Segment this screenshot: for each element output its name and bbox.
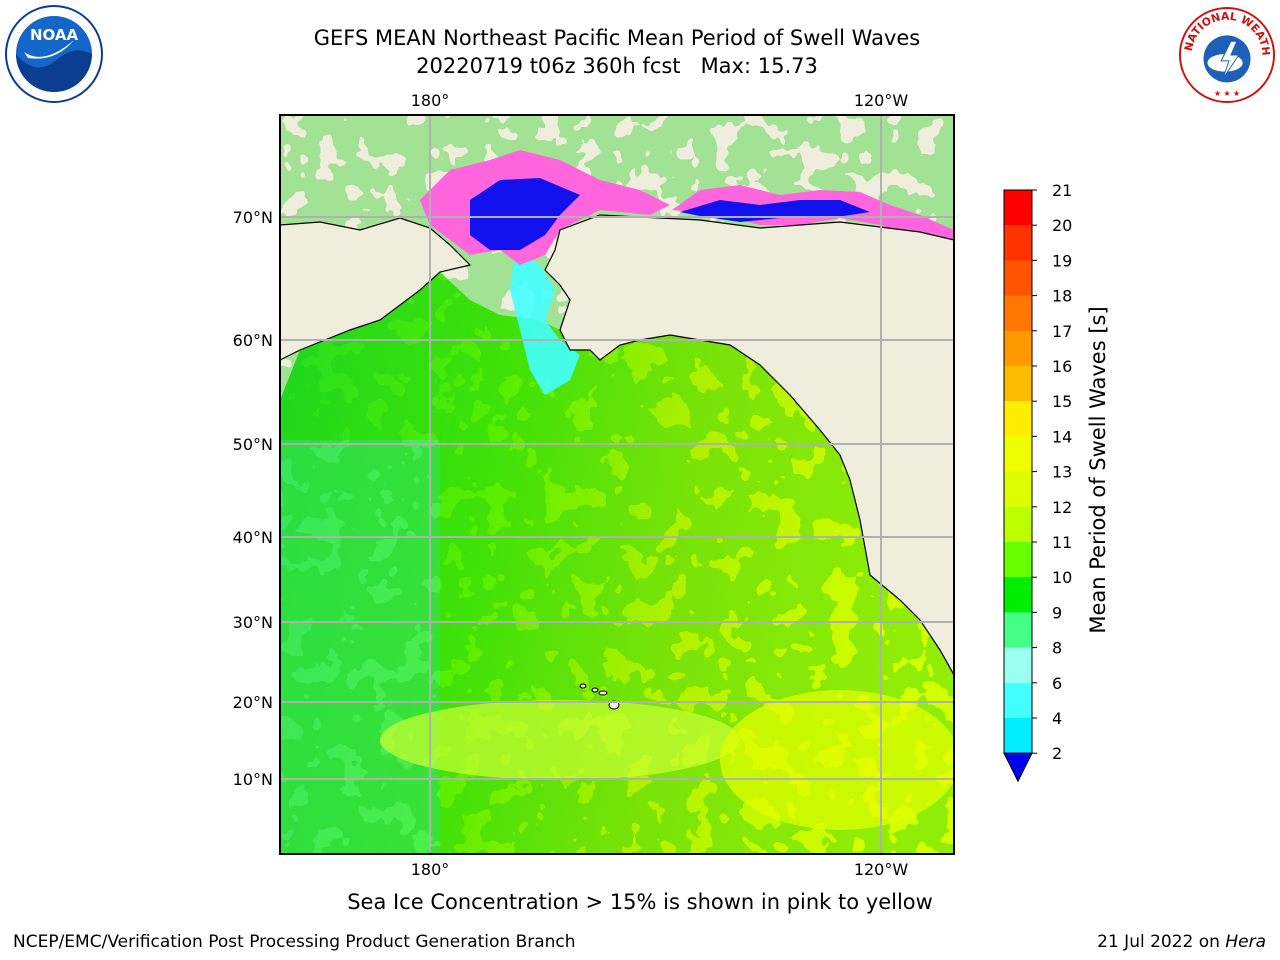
colorbar: 21 20 19 18 17 16 15 14 13 12 11 10 9 8 6 4 2: [1003, 181, 1072, 783]
colorbar-band: [1004, 718, 1032, 754]
top-lon-label-180: 180°: [411, 91, 450, 110]
colorbar-band: [1004, 577, 1032, 613]
long-swell-band: [380, 700, 740, 780]
noaa-logo: NOAA: [5, 5, 103, 103]
colorbar-tick-label: 4: [1052, 709, 1062, 728]
bottom-lon-label-180: 180°: [411, 860, 450, 879]
lat-label-50n: 50°N: [233, 435, 273, 454]
colorbar-band: [1004, 330, 1032, 367]
lat-label-70n: 70°N: [233, 208, 273, 227]
lat-label-30n: 30°N: [233, 613, 273, 632]
map-area: [280, 115, 954, 854]
colorbar-tick-label: 6: [1052, 674, 1062, 693]
colorbar-band: [1004, 436, 1032, 473]
footer-timestamp: 21 Jul 2022 on Hera: [1097, 932, 1266, 952]
chart-title: GEFS MEAN Northeast Pacific Mean Period …: [313, 26, 921, 50]
colorbar-tick-label: 15: [1052, 392, 1072, 411]
footer-credit: NCEP/EMC/Verification Post Processing Pr…: [13, 932, 576, 952]
lat-label-20n: 20°N: [233, 693, 273, 712]
noaa-logo-text: NOAA: [30, 26, 79, 44]
colorbar-band: [1004, 682, 1032, 719]
colorbar-band: [1004, 366, 1032, 402]
colorbar-tick-label: 13: [1052, 463, 1072, 482]
svg-text:★ ★ ★: ★ ★ ★: [1214, 89, 1240, 98]
colorbar-tick-label: 2: [1052, 744, 1062, 763]
bering-short-swell: [510, 250, 580, 395]
colorbar-band: [1004, 260, 1032, 297]
colorbar-tick-label: 10: [1052, 568, 1072, 587]
colorbar-extend-arrow: [1003, 752, 1033, 783]
colorbar-band: [1004, 190, 1032, 226]
colorbar-tick-label: 8: [1052, 639, 1062, 658]
lat-label-40n: 40°N: [233, 528, 273, 547]
colorbar-band: [1004, 647, 1032, 684]
lat-label-60n: 60°N: [233, 331, 273, 350]
colorbar-band: [1004, 401, 1032, 437]
colorbar-tick-label: 17: [1052, 322, 1072, 341]
footer-host: Hera: [1225, 932, 1266, 952]
colorbar-tick-label: 21: [1052, 181, 1072, 200]
colorbar-band: [1004, 506, 1032, 543]
colorbar-tick-label: 16: [1052, 357, 1072, 376]
sea-ice-note: Sea Ice Concentration > 15% is shown in …: [347, 890, 933, 914]
colorbar-band: [1004, 542, 1032, 578]
alaska-land: [544, 214, 954, 677]
colorbar-band: [1004, 471, 1032, 508]
map-gridlines: [280, 115, 954, 854]
colorbar-tick-label: 14: [1052, 427, 1072, 446]
arctic-open-water-blue: [470, 178, 580, 250]
colorbar-tick-label: 12: [1052, 498, 1072, 517]
siberia-land: [280, 217, 472, 361]
colorbar-tick-label: 11: [1052, 533, 1072, 552]
bottom-lon-label-120w: 120°W: [854, 860, 909, 879]
colorbar-band: [1004, 225, 1032, 261]
colorbar-tick-label: 19: [1052, 251, 1072, 270]
chart-subtitle: 20220719 t06z 360h fcst Max: 15.73: [416, 54, 818, 78]
footer-date: 21 Jul 2022 on: [1097, 932, 1226, 952]
map-frame: [279, 114, 955, 855]
nws-logo: NATIONAL WEATHER SERVICE ★ ★ ★: [1178, 6, 1276, 104]
colorbar-tick-label: 9: [1052, 603, 1062, 622]
top-lon-label-120w: 120°W: [854, 91, 909, 110]
colorbar-tick-label: 18: [1052, 287, 1072, 306]
colorbar-tick-label: 20: [1052, 216, 1072, 235]
colorbar-label: Mean Period of Swell Waves [s]: [1086, 306, 1110, 633]
lat-label-10n: 10°N: [233, 770, 273, 789]
colorbar-band: [1004, 612, 1032, 649]
colorbar-band: [1004, 295, 1032, 332]
